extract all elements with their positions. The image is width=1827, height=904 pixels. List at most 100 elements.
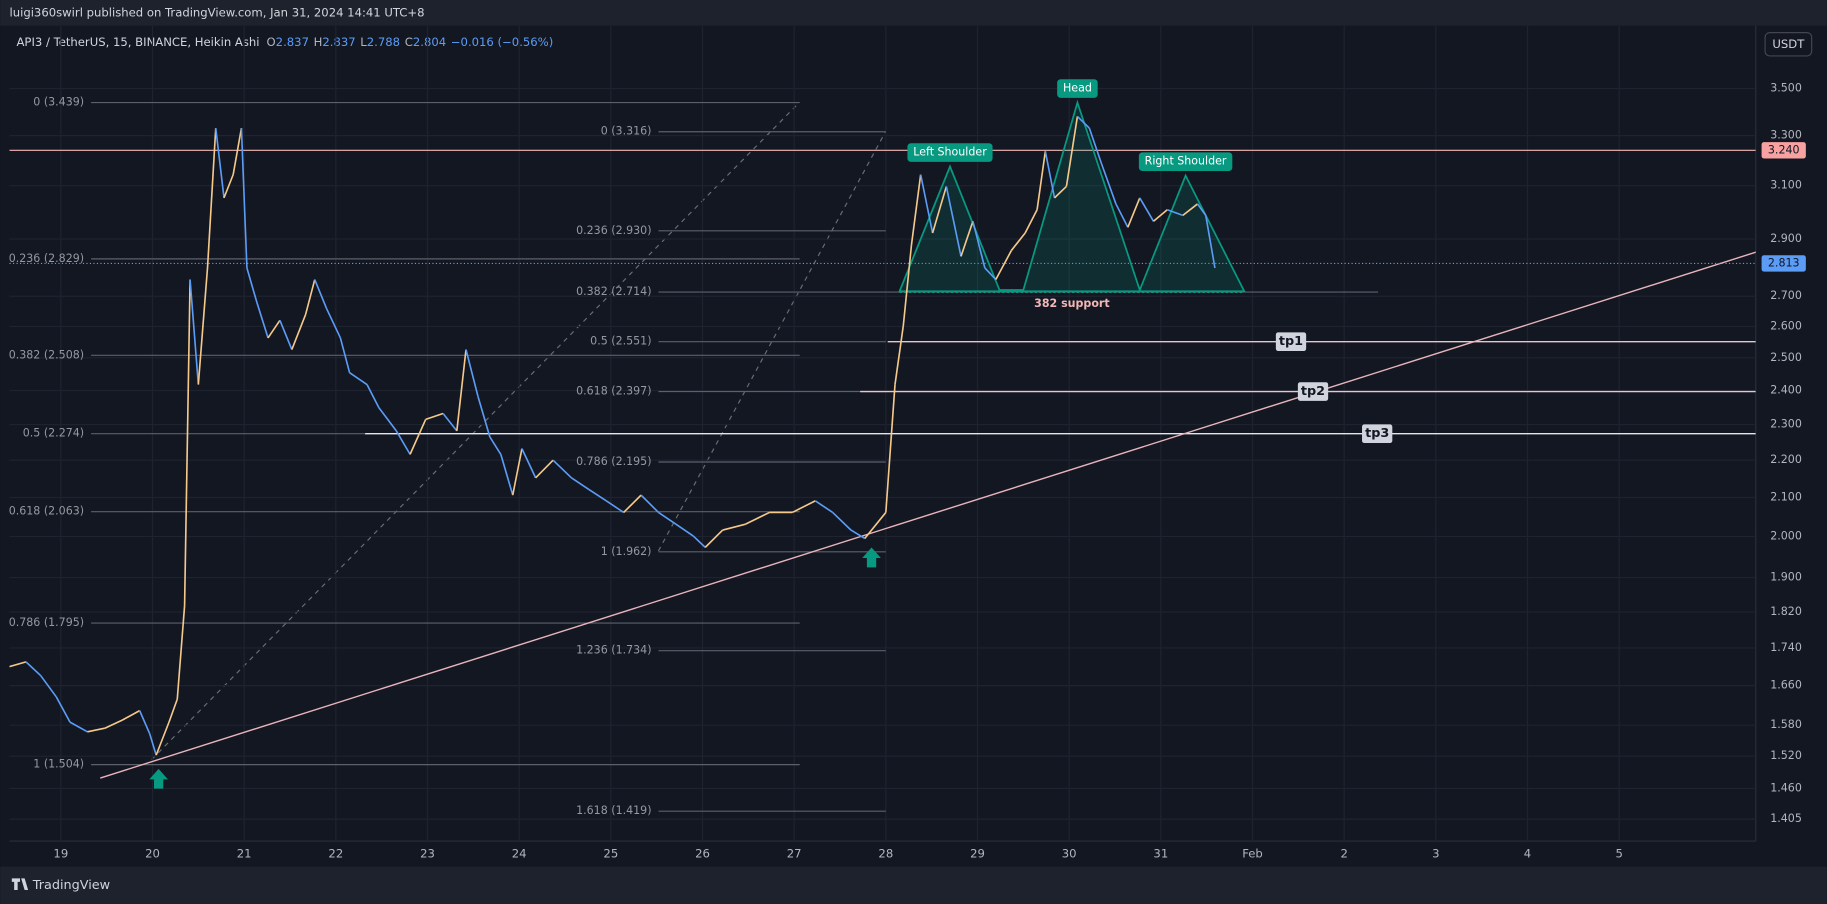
price-segment bbox=[1010, 232, 1026, 251]
x-tick-label: 31 bbox=[1153, 846, 1168, 860]
price-segment bbox=[104, 719, 123, 729]
x-tick-label: 26 bbox=[695, 846, 710, 860]
price-segment bbox=[313, 279, 328, 310]
price-segment bbox=[984, 267, 997, 281]
price-segment bbox=[692, 535, 706, 548]
price-segment bbox=[1127, 197, 1141, 228]
x-tick-label: 3 bbox=[1432, 846, 1439, 860]
price-segment bbox=[214, 128, 225, 198]
price-segment bbox=[279, 320, 293, 350]
price-segment bbox=[1152, 209, 1168, 222]
fib-label: 1.236 (1.734) bbox=[576, 644, 651, 657]
x-tick-label: 30 bbox=[1062, 846, 1077, 860]
fib-label: 0.618 (2.063) bbox=[9, 505, 84, 518]
y-tick-label: 2.000 bbox=[1770, 529, 1802, 542]
price-segment bbox=[1196, 203, 1207, 216]
price-segment bbox=[588, 488, 607, 502]
high: 2.837 bbox=[322, 34, 355, 48]
currency-label: USDT bbox=[1772, 37, 1805, 51]
price-segment bbox=[745, 511, 770, 525]
fib-label: 0 (3.316) bbox=[601, 125, 652, 138]
high-label: H bbox=[314, 34, 323, 48]
fib-label: 0 (3.439) bbox=[33, 96, 84, 109]
y-tick-label: 3.300 bbox=[1770, 129, 1802, 142]
price-segment bbox=[349, 372, 368, 386]
price-segment bbox=[183, 279, 191, 606]
price-segment bbox=[500, 454, 514, 496]
price-segment bbox=[902, 244, 913, 327]
pattern-label: Left Shoulder bbox=[913, 146, 987, 159]
pattern bbox=[898, 99, 1246, 293]
price-segment bbox=[189, 279, 200, 385]
price-segment bbox=[409, 419, 427, 455]
price-segment bbox=[477, 395, 491, 438]
publisher: luigi360swirl published on TradingView.c… bbox=[10, 5, 425, 19]
logo bbox=[11, 878, 29, 891]
fib-label: 0.786 (1.795) bbox=[9, 616, 84, 629]
price-segment bbox=[623, 494, 642, 514]
target-label-box bbox=[1297, 382, 1329, 401]
header-bar bbox=[0, 0, 1827, 26]
price-segment bbox=[885, 384, 896, 513]
change: −0.016 (−0.56%) bbox=[451, 34, 553, 48]
low: 2.788 bbox=[367, 34, 400, 48]
price-segment bbox=[910, 174, 922, 245]
y-tick-label: 1.460 bbox=[1770, 781, 1802, 794]
price-segment bbox=[1076, 115, 1090, 129]
fib-label: 0.236 (2.829) bbox=[9, 252, 84, 265]
price-segment bbox=[148, 733, 157, 756]
y-tick-label: 1.900 bbox=[1770, 571, 1802, 584]
price-segment bbox=[87, 727, 105, 733]
fib-label: 0.786 (2.195) bbox=[576, 455, 651, 468]
fib-label: 1 (1.504) bbox=[33, 758, 84, 771]
currency-button[interactable] bbox=[1764, 32, 1813, 57]
price-segment bbox=[1088, 127, 1103, 164]
x-tick-label: 28 bbox=[878, 846, 893, 860]
x-tick-label: 5 bbox=[1615, 846, 1622, 860]
fib-label: 0.236 (2.930) bbox=[576, 224, 651, 237]
open: 2.837 bbox=[276, 34, 309, 48]
x-tick-label: 20 bbox=[145, 846, 160, 860]
price-label-box bbox=[1761, 142, 1806, 159]
fib-label: 0.382 (2.508) bbox=[9, 348, 84, 361]
low-label: L bbox=[360, 34, 367, 48]
price-segment bbox=[521, 448, 537, 479]
x-tick-label: 23 bbox=[420, 846, 435, 860]
price-segment bbox=[40, 675, 57, 698]
y-tick-label: 1.740 bbox=[1770, 641, 1802, 654]
price-segment bbox=[1024, 209, 1038, 234]
y-tick-label: 2.100 bbox=[1770, 490, 1802, 503]
price-segment bbox=[1036, 151, 1047, 210]
y-tick-label: 2.500 bbox=[1770, 351, 1802, 364]
target-label: tp2 bbox=[1301, 384, 1325, 399]
y-tick-label: 2.700 bbox=[1770, 289, 1802, 302]
price-label: 3.240 bbox=[1768, 143, 1800, 156]
price-segment bbox=[919, 174, 934, 234]
price-segment bbox=[850, 529, 866, 540]
support-label: 382 support bbox=[1034, 297, 1110, 310]
price-segment bbox=[1204, 215, 1216, 269]
footer-brand: TradingView bbox=[32, 878, 110, 893]
y-tick-label: 3.500 bbox=[1770, 82, 1802, 95]
trendline bbox=[100, 251, 1756, 779]
price-segment bbox=[395, 430, 411, 455]
x-tick-label: Feb bbox=[1242, 846, 1263, 860]
price-segment bbox=[675, 523, 694, 537]
x-tick-label: 19 bbox=[53, 846, 68, 860]
fib-anchor bbox=[151, 102, 800, 760]
price-segment bbox=[168, 698, 179, 723]
x-tick-label: 2 bbox=[1340, 846, 1347, 860]
fib-label: 0.618 (2.397) bbox=[576, 385, 651, 398]
price-segment bbox=[206, 128, 217, 269]
price-segment bbox=[325, 308, 342, 339]
price-label-box bbox=[1761, 255, 1806, 272]
price-segment bbox=[864, 511, 887, 539]
price-segment bbox=[121, 709, 141, 721]
y-tick-label: 1.660 bbox=[1770, 679, 1802, 692]
close-label: C bbox=[405, 34, 413, 48]
price-segment bbox=[456, 349, 467, 431]
price-segment bbox=[55, 696, 71, 723]
price-segment bbox=[704, 529, 724, 548]
symbol: API3 / TetherUS, 15, BINANCE, Heikin Ash… bbox=[16, 34, 259, 48]
x-tick-label: 22 bbox=[328, 846, 343, 860]
